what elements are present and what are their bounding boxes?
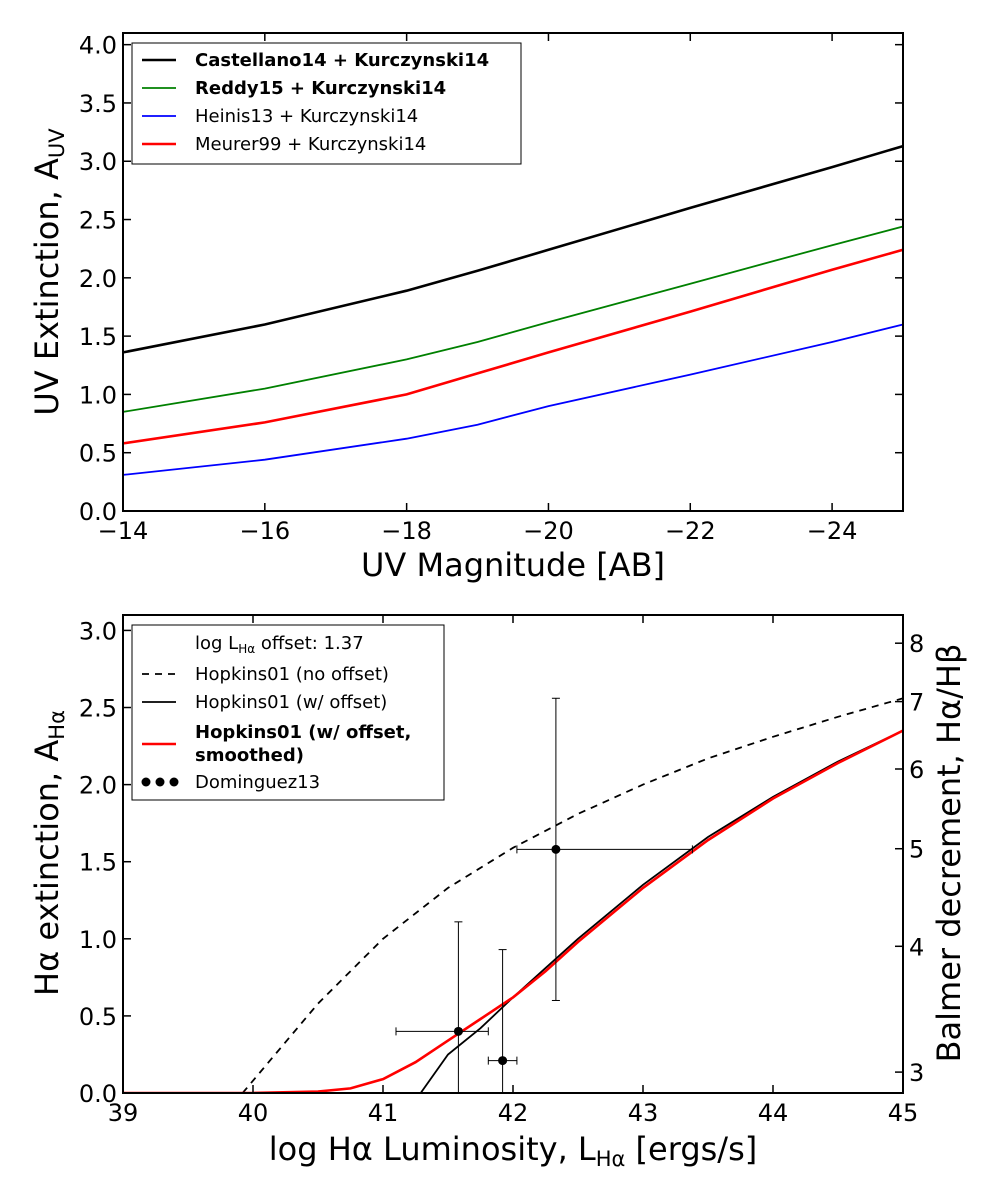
halpha-y-tick-label: 3.0: [79, 617, 117, 645]
uv-y-axis-label: UV Extinction, AUV: [28, 128, 69, 416]
halpha-x-tick-label: 42: [498, 1099, 529, 1127]
uv-ticks: −14 −16 −18 −20 −22 −24 0.0 0.5 1.0 1.5 2.0 2.5 3.0 3…: [79, 32, 903, 545]
halpha-legend-box: [131, 624, 445, 801]
halpha-y-tick-label: 2.5: [79, 695, 117, 723]
halpha-x-tick-label: 44: [758, 1099, 789, 1127]
halpha-legend-label: Dominguez13: [195, 772, 320, 793]
halpha-legend-marker: [141, 777, 151, 787]
halpha-x-tick-label: 39: [108, 1099, 139, 1127]
uv-series-line-3: [122, 248, 904, 445]
dominguez13-point: [551, 844, 561, 854]
uv-y-tick-label: 0.5: [79, 440, 117, 468]
halpha-legend: log LHα offset: 1.37 Hopkins01 (no offset…: [131, 624, 445, 801]
halpha-x-tick-label: 40: [238, 1099, 269, 1127]
halpha-legend-label: Hopkins01 (no offset): [195, 664, 389, 685]
uv-y-tick-label: 0.0: [79, 498, 117, 526]
halpha-legend-marker: [155, 777, 165, 787]
halpha-y-tick-label: 0.0: [79, 1080, 117, 1108]
uv-x-tick-label: −16: [239, 517, 290, 545]
halpha-x-axis-label: log Hα Luminosity, LHα [ergs/s]: [269, 1130, 757, 1171]
uv-y-tick-label: 4.0: [79, 32, 117, 60]
dominguez13-point: [453, 1026, 463, 1036]
uv-legend: Castellano14 + Kurczynski14 Reddy15 + Kur…: [131, 42, 522, 165]
balmer-decrement-axis-label: Balmer decrement, Hα/Hβ: [930, 644, 968, 1063]
halpha-series-line-1: [420, 730, 902, 1092]
uv-y-tick-label: 1.0: [79, 381, 117, 409]
balmer-y2-tick-label: 7: [909, 689, 924, 717]
halpha-y-tick-label: 1.5: [79, 849, 117, 877]
halpha-y-tick-label: 1.0: [79, 926, 117, 954]
halpha-legend-header: log LHα offset: 1.37: [195, 633, 364, 656]
uv-legend-label: Castellano14 + Kurczynski14: [195, 50, 489, 71]
halpha-x-tick-label: 45: [888, 1099, 919, 1127]
halpha-series-group: [124, 697, 902, 1092]
uv-series-group: [122, 144, 904, 476]
halpha-y-tick-label: 0.5: [79, 1003, 117, 1031]
halpha-series-line-2: [124, 729, 902, 1092]
uv-y-tick-label: 2.5: [79, 207, 117, 235]
halpha-y-axis-label: Hα extinction, AHα: [28, 710, 69, 996]
balmer-y2-tick-label: 5: [909, 836, 924, 864]
halpha-extinction-panel: 39 40 41 42 43 44 450.00.51.01.52.02.53.034567…: [28, 614, 968, 1171]
uv-y-tick-label: 2.0: [79, 265, 117, 293]
uv-legend-label: Meurer99 + Kurczynski14: [195, 134, 426, 155]
uv-x-axis-label: UV Magnitude [AB]: [361, 546, 665, 584]
dominguez13-errorbars: [395, 697, 693, 1094]
balmer-y2-tick-label: 4: [909, 933, 924, 961]
uv-x-tick-label: −20: [523, 517, 574, 545]
uv-legend-label: Reddy15 + Kurczynski14: [195, 78, 446, 99]
balmer-y2-tick-label: 6: [909, 756, 924, 784]
uv-y-tick-label: 3.5: [79, 90, 117, 118]
halpha-legend-label: Hopkins01 (w/ offset,: [195, 722, 411, 743]
halpha-legend-label-line2: smoothed): [195, 745, 304, 766]
halpha-y-tick-label: 2.0: [79, 772, 117, 800]
uv-legend-box: [131, 42, 522, 165]
halpha-legend-label: Hopkins01 (w/ offset): [195, 692, 387, 713]
halpha-ticks: 39 40 41 42 43 44 450.00.51.01.52.02.53.034567…: [79, 615, 924, 1127]
uv-y-tick-label: 3.0: [79, 148, 117, 176]
uv-plot-frame: [122, 32, 904, 512]
uv-x-tick-label: −14: [98, 517, 149, 545]
uv-x-tick-label: −22: [665, 517, 716, 545]
halpha-series-line-0: [242, 697, 902, 1092]
uv-y-tick-label: 1.5: [79, 323, 117, 351]
uv-series-line-2: [122, 323, 904, 476]
balmer-y2-tick-label: 3: [909, 1059, 924, 1087]
uv-x-tick-label: −24: [807, 517, 858, 545]
dominguez13-point: [498, 1056, 508, 1066]
uv-x-tick-label: −18: [381, 517, 432, 545]
balmer-y2-tick-label: 8: [909, 630, 924, 658]
uv-series-line-0: [122, 144, 904, 354]
uv-legend-label: Heinis13 + Kurczynski14: [195, 106, 418, 127]
uv-extinction-panel: −14 −16 −18 −20 −22 −24 0.0 0.5 1.0 1.5 2.0 2.5 3.0 3…: [28, 32, 904, 584]
halpha-x-tick-label: 43: [628, 1099, 659, 1127]
halpha-legend-marker: [169, 777, 179, 787]
uv-series-line-1: [122, 225, 904, 413]
halpha-x-tick-label: 41: [368, 1099, 399, 1127]
